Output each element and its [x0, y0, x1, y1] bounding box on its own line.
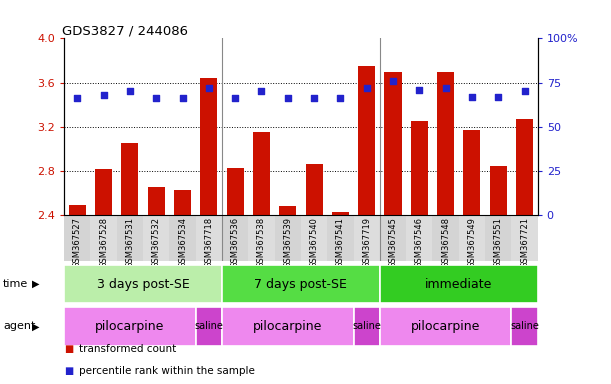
- Text: ▶: ▶: [32, 321, 39, 331]
- Bar: [332, 212, 349, 215]
- Bar: [169, 215, 196, 261]
- Bar: [274, 215, 301, 261]
- Point: [388, 78, 398, 84]
- Bar: [433, 215, 459, 261]
- Point: [493, 94, 503, 100]
- Bar: [306, 164, 323, 215]
- Text: GSM367528: GSM367528: [99, 217, 108, 268]
- Point: [152, 95, 161, 101]
- Text: GSM367536: GSM367536: [230, 217, 240, 268]
- Text: time: time: [3, 279, 28, 289]
- Point: [335, 95, 345, 101]
- Text: GSM367531: GSM367531: [125, 217, 134, 268]
- Text: 7 days post-SE: 7 days post-SE: [254, 278, 348, 291]
- Bar: [354, 307, 380, 346]
- Point: [178, 95, 188, 101]
- Bar: [516, 119, 533, 215]
- Point: [467, 94, 477, 100]
- Bar: [222, 307, 354, 346]
- Bar: [222, 215, 248, 261]
- Bar: [143, 215, 169, 261]
- Text: GSM367546: GSM367546: [415, 217, 424, 268]
- Text: GSM367719: GSM367719: [362, 217, 371, 268]
- Text: transformed count: transformed count: [79, 344, 177, 354]
- Text: pilocarpine: pilocarpine: [411, 320, 480, 333]
- Bar: [117, 215, 143, 261]
- Text: GSM367527: GSM367527: [73, 217, 82, 268]
- Text: GSM367539: GSM367539: [284, 217, 292, 268]
- Text: GSM367721: GSM367721: [520, 217, 529, 268]
- Bar: [384, 71, 401, 215]
- Bar: [485, 215, 511, 261]
- Text: GSM367548: GSM367548: [441, 217, 450, 268]
- Text: GSM367545: GSM367545: [389, 217, 398, 268]
- Point: [309, 95, 319, 101]
- Bar: [489, 167, 507, 215]
- Bar: [354, 215, 380, 261]
- Text: agent: agent: [3, 321, 35, 331]
- Point: [257, 88, 266, 94]
- Bar: [95, 169, 112, 215]
- Text: pilocarpine: pilocarpine: [95, 320, 164, 333]
- Text: GSM367551: GSM367551: [494, 217, 503, 268]
- Bar: [64, 265, 222, 303]
- Bar: [511, 215, 538, 261]
- Text: saline: saline: [194, 321, 223, 331]
- Bar: [122, 143, 139, 215]
- Bar: [279, 206, 296, 215]
- Text: saline: saline: [353, 321, 381, 331]
- Text: ■: ■: [64, 366, 73, 376]
- Text: saline: saline: [510, 321, 539, 331]
- Text: percentile rank within the sample: percentile rank within the sample: [79, 366, 255, 376]
- Bar: [463, 130, 480, 215]
- Bar: [406, 215, 433, 261]
- Point: [283, 95, 293, 101]
- Bar: [411, 121, 428, 215]
- Bar: [301, 215, 327, 261]
- Point: [441, 85, 450, 91]
- Text: GSM367538: GSM367538: [257, 217, 266, 268]
- Text: GSM367534: GSM367534: [178, 217, 187, 268]
- Point: [362, 85, 371, 91]
- Point: [414, 86, 424, 93]
- Bar: [380, 215, 406, 261]
- Bar: [380, 307, 511, 346]
- Text: 3 days post-SE: 3 days post-SE: [97, 278, 189, 291]
- Bar: [227, 167, 244, 215]
- Bar: [196, 307, 222, 346]
- Point: [230, 95, 240, 101]
- Bar: [64, 307, 196, 346]
- Point: [125, 88, 135, 94]
- Text: pilocarpine: pilocarpine: [253, 320, 323, 333]
- Bar: [248, 215, 274, 261]
- Text: GSM367532: GSM367532: [152, 217, 161, 268]
- Bar: [69, 205, 86, 215]
- Text: GSM367540: GSM367540: [310, 217, 318, 268]
- Bar: [358, 66, 375, 215]
- Text: ■: ■: [64, 344, 73, 354]
- Point: [204, 85, 214, 91]
- Bar: [90, 215, 117, 261]
- Bar: [511, 307, 538, 346]
- Bar: [148, 187, 165, 215]
- Bar: [459, 215, 485, 261]
- Bar: [222, 265, 380, 303]
- Point: [519, 88, 529, 94]
- Text: ▶: ▶: [32, 279, 39, 289]
- Text: GSM367718: GSM367718: [204, 217, 213, 268]
- Bar: [174, 190, 191, 215]
- Text: GDS3827 / 244086: GDS3827 / 244086: [62, 24, 188, 37]
- Bar: [380, 265, 538, 303]
- Point: [99, 92, 109, 98]
- Text: GSM367541: GSM367541: [336, 217, 345, 268]
- Bar: [253, 132, 270, 215]
- Text: GSM367549: GSM367549: [467, 217, 477, 268]
- Text: immediate: immediate: [425, 278, 492, 291]
- Bar: [64, 215, 90, 261]
- Bar: [327, 215, 354, 261]
- Bar: [200, 78, 218, 215]
- Point: [73, 95, 82, 101]
- Bar: [437, 71, 454, 215]
- Bar: [196, 215, 222, 261]
